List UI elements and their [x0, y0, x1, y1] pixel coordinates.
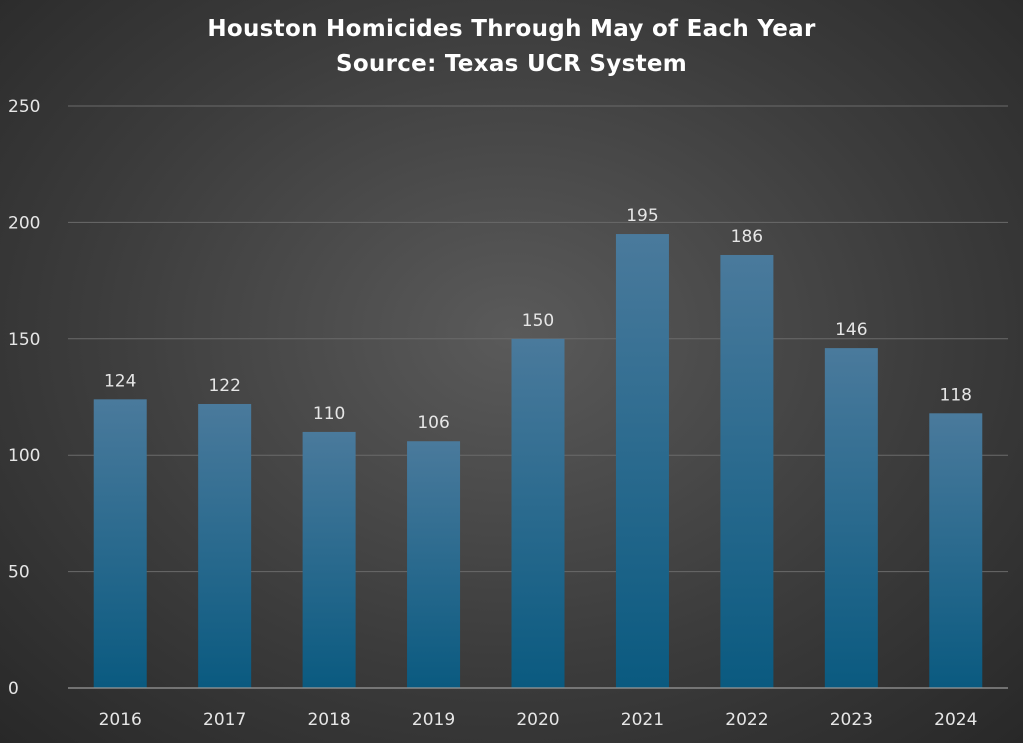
data-label-2016: 124	[104, 371, 136, 391]
x-tick-label-2016: 2016	[99, 710, 142, 730]
bars	[93, 234, 983, 689]
x-tick-label-2021: 2021	[621, 710, 664, 730]
data-label-2024: 118	[940, 385, 972, 405]
bar-2019	[407, 441, 461, 688]
bar-2024	[929, 413, 983, 688]
data-label-2022: 186	[731, 227, 763, 247]
bar-2018	[302, 431, 356, 688]
x-tick-label-2023: 2023	[830, 710, 873, 730]
data-label-2017: 122	[208, 376, 240, 396]
x-tick-label-2019: 2019	[412, 710, 455, 730]
bar-2020	[511, 338, 565, 688]
x-tick-label-2018: 2018	[307, 710, 350, 730]
data-labels: 124 122 110 106 150 195 186 146 118	[104, 206, 972, 433]
x-tick-label-2024: 2024	[934, 710, 977, 730]
data-label-2023: 146	[835, 320, 867, 340]
y-axis-ticks: 0 50 100 150 200 250	[8, 97, 40, 699]
x-tick-label-2017: 2017	[203, 710, 246, 730]
y-tick-label: 150	[8, 330, 40, 350]
data-label-2021: 195	[626, 206, 658, 226]
x-tick-label-2020: 2020	[516, 710, 559, 730]
data-label-2018: 110	[313, 404, 345, 424]
bar-2021	[615, 234, 669, 689]
data-label-2020: 150	[522, 311, 554, 331]
y-tick-label: 100	[8, 446, 40, 466]
y-tick-label: 50	[8, 563, 30, 583]
x-axis-ticks: 2016 2017 2018 2019 2020 2021 2022 2023 2024	[99, 710, 978, 730]
bar-2017	[198, 403, 252, 688]
bar-2016	[93, 399, 147, 688]
bar-2023	[824, 348, 878, 688]
y-tick-label: 250	[8, 97, 40, 117]
y-tick-label: 200	[8, 213, 40, 233]
chart-subtitle: Source: Texas UCR System	[335, 51, 688, 77]
data-label-2019: 106	[417, 413, 449, 433]
bar-2022	[720, 254, 774, 688]
y-tick-label: 0	[8, 679, 19, 699]
chart-title: Houston Homicides Through May of Each Ye…	[207, 16, 816, 42]
x-tick-label-2022: 2022	[725, 710, 768, 730]
